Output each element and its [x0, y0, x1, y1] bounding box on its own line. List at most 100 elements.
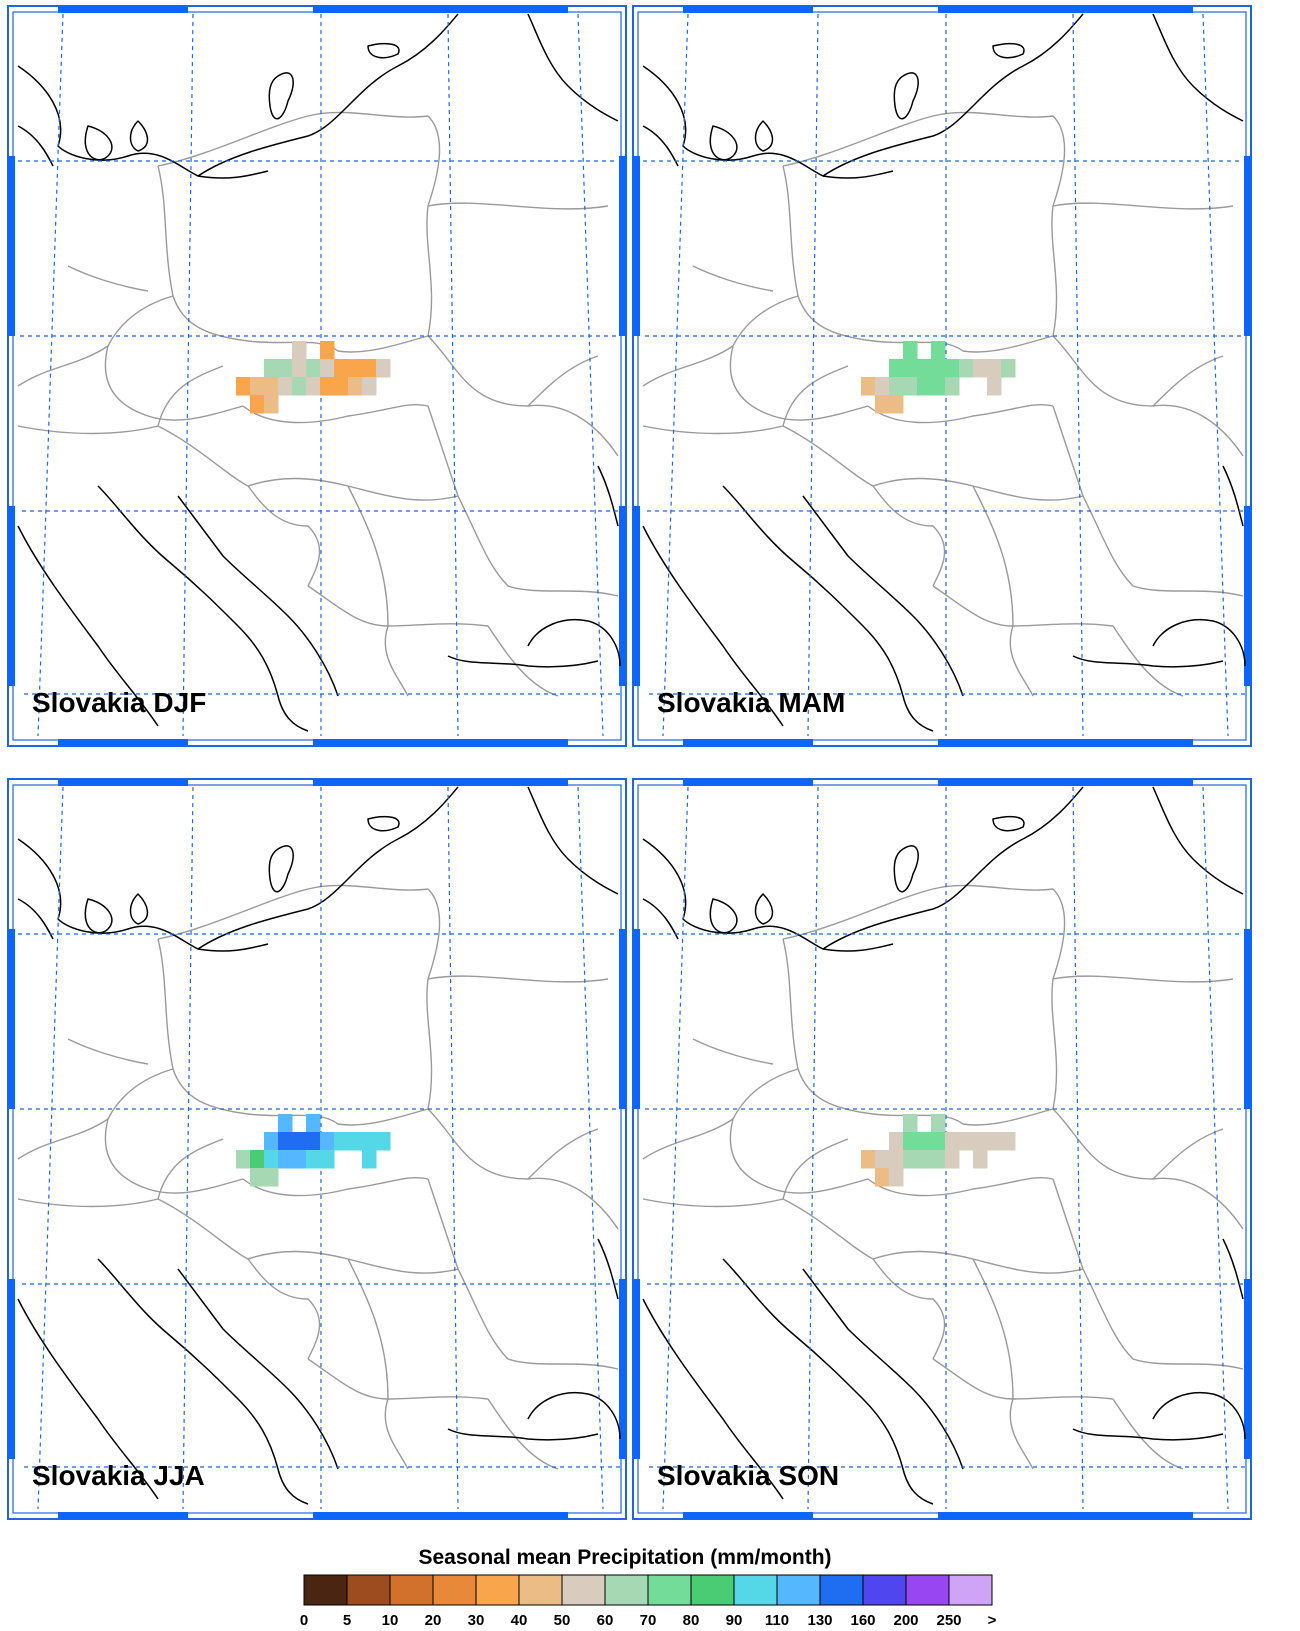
colorbar-swatch: [604, 1574, 649, 1606]
frame-tick: [1063, 6, 1193, 13]
precip-cell: [931, 359, 946, 378]
colorbar-tick-label: 50: [554, 1612, 571, 1629]
precip-cell: [292, 359, 307, 378]
frame-tick: [1063, 779, 1193, 786]
precip-cell: [320, 359, 335, 378]
frame-tick: [58, 6, 188, 13]
precip-cell: [320, 1132, 335, 1151]
frame-tick: [438, 739, 568, 746]
precip-cell: [292, 341, 307, 360]
colorbar-swatch: [389, 1574, 434, 1606]
colorbar-swatch: [690, 1574, 735, 1606]
precip-cell: [306, 377, 321, 396]
precip-cell: [278, 1150, 293, 1169]
precip-cell: [362, 377, 377, 396]
colorbar-swatch: [303, 1574, 348, 1606]
precip-cell: [376, 1132, 391, 1151]
precip-cell: [376, 359, 391, 378]
frame-tick: [1063, 739, 1193, 746]
colorbar-swatch: [647, 1574, 692, 1606]
precip-cell: [889, 359, 904, 378]
frame-tick: [313, 779, 443, 786]
colorbar-swatch: [819, 1574, 864, 1606]
frame-tick: [938, 739, 1068, 746]
precip-cell: [889, 1132, 904, 1151]
precip-cell: [334, 359, 349, 378]
frame-tick: [58, 739, 188, 746]
frame-tick: [938, 6, 1068, 13]
precip-cell: [959, 1132, 974, 1151]
colorbar-title: Seasonal mean Precipitation (mm/month): [418, 1546, 831, 1569]
frame-tick: [313, 6, 443, 13]
precip-cell: [889, 377, 904, 396]
precip-cell: [889, 1150, 904, 1169]
precip-cell: [348, 359, 363, 378]
precip-cell: [334, 1132, 349, 1151]
frame-tick: [1244, 929, 1251, 1109]
precip-cell: [264, 1168, 279, 1187]
precip-cell: [861, 377, 876, 396]
frame-tick: [633, 1279, 640, 1459]
precip-cell: [264, 395, 279, 414]
precip-cell: [278, 377, 293, 396]
frame-tick: [683, 6, 813, 13]
frame-tick: [8, 1279, 15, 1459]
colorbar-tick-label: 40: [511, 1612, 528, 1629]
colorbar-tick-label: 70: [640, 1612, 657, 1629]
precip-cell: [320, 377, 335, 396]
frame-tick: [438, 779, 568, 786]
precip-cell: [875, 377, 890, 396]
precip-cell: [306, 1132, 321, 1151]
precip-cell: [861, 1150, 876, 1169]
precip-cell: [917, 1150, 932, 1169]
colorbar-swatch: [733, 1574, 778, 1606]
colorbar-tick-label: 30: [468, 1612, 485, 1629]
colorbar-swatch: [948, 1574, 993, 1606]
precip-cell: [903, 1114, 918, 1133]
precip-cell: [903, 1132, 918, 1151]
frame-tick: [438, 6, 568, 13]
precip-cell: [306, 359, 321, 378]
frame-tick: [683, 779, 813, 786]
precip-cell: [348, 377, 363, 396]
colorbar-tick-label: 200: [893, 1612, 918, 1629]
precip-cell: [264, 1132, 279, 1151]
precip-cell: [945, 1132, 960, 1151]
colorbar-swatch: [905, 1574, 950, 1606]
frame-tick: [313, 1512, 443, 1519]
colorbar-swatch: [776, 1574, 821, 1606]
frame-tick: [8, 506, 15, 686]
frame-tick: [938, 1512, 1068, 1519]
colorbar-swatch: [561, 1574, 606, 1606]
frame-tick: [313, 739, 443, 746]
colorbar: Seasonal mean Precipitation (mm/month) 0…: [300, 1546, 997, 1629]
precip-cell: [236, 1150, 251, 1169]
precip-cell: [250, 377, 265, 396]
precip-cell: [292, 1132, 307, 1151]
frame-tick: [633, 506, 640, 686]
colorbar-tick-label: 110: [765, 1612, 789, 1629]
precip-cell: [987, 377, 1002, 396]
precip-cell: [945, 377, 960, 396]
colorbar-swatch: [346, 1574, 391, 1606]
precip-cell: [250, 395, 265, 414]
colorbar-tick-label: 10: [382, 1612, 399, 1629]
frame-tick: [683, 739, 813, 746]
precip-cell: [875, 1168, 890, 1187]
precip-cell: [931, 1150, 946, 1169]
precip-cell: [973, 1150, 988, 1169]
colorbar-tick-label: 5: [343, 1612, 351, 1629]
precip-cell: [973, 359, 988, 378]
precip-cell: [292, 377, 307, 396]
frame-tick: [619, 506, 626, 686]
precip-cell: [362, 1132, 377, 1151]
frame-tick: [58, 779, 188, 786]
frame-tick: [619, 1279, 626, 1459]
precip-cell: [931, 377, 946, 396]
precip-cell: [362, 1150, 377, 1169]
colorbar-tick-label: 90: [726, 1612, 743, 1629]
panel-label: Slovakia MAM: [657, 687, 845, 718]
panel-label: Slovakia JJA: [32, 1460, 205, 1491]
precip-cell: [889, 1168, 904, 1187]
